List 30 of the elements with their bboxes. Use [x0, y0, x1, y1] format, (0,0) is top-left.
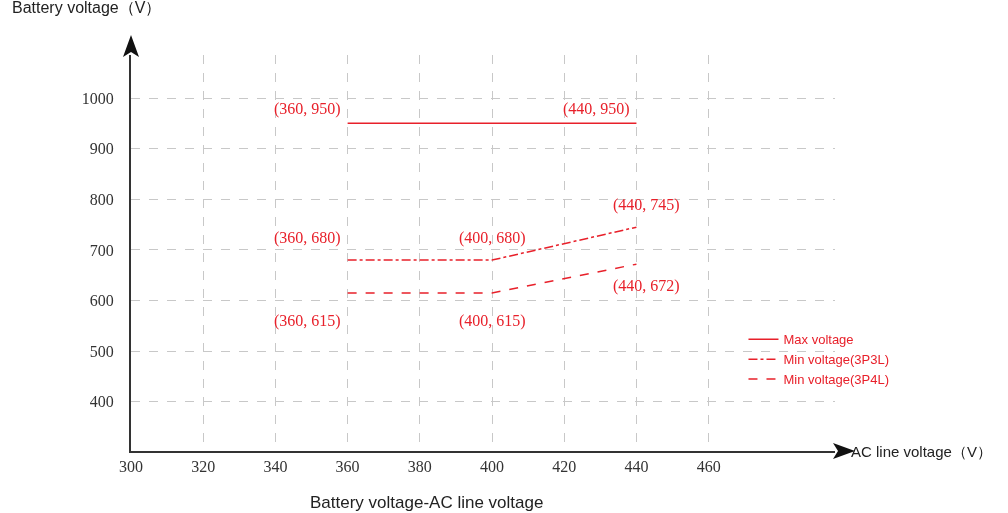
- y-tick-label: 900: [89, 140, 114, 158]
- annotation: (440, 672): [613, 277, 680, 295]
- legend-label: Min voltage(3P3L): [783, 352, 889, 368]
- x-tick-label: 380: [407, 458, 432, 476]
- annotation: (360, 950): [274, 100, 341, 118]
- x-tick-label: 340: [263, 458, 288, 476]
- text: Battery voltage-AC line voltage: [310, 493, 544, 512]
- legend-label: Max voltage: [783, 332, 854, 348]
- y-tick-label: 1000: [81, 89, 114, 107]
- x-axis-title: AC line voltage（V）: [851, 443, 992, 460]
- x-tick-label: 460: [696, 458, 721, 476]
- annotation: (360, 615): [274, 312, 341, 330]
- y-tick-label: 800: [89, 190, 114, 208]
- y-axis-title: Battery voltage（V）: [12, 0, 162, 16]
- annotation: (360, 680): [274, 229, 341, 247]
- x-tick-label: 440: [624, 458, 649, 476]
- x-tick-label: 300: [119, 458, 143, 476]
- annotation: (440, 745): [613, 196, 680, 214]
- annotation: (400, 615): [459, 312, 526, 330]
- y-tick-label: 700: [89, 241, 114, 259]
- y-tick-label: 500: [89, 342, 114, 360]
- x-tick-label: 400: [480, 458, 505, 476]
- y-tick-label: 600: [89, 292, 114, 310]
- legend-label: Min voltage(3P4L): [783, 372, 889, 388]
- annotation: (440, 950): [563, 100, 630, 118]
- y-tick-label: 400: [89, 393, 114, 411]
- x-tick-label: 420: [552, 458, 577, 476]
- x-tick-label: 320: [191, 458, 216, 476]
- x-tick-label: 360: [335, 458, 360, 476]
- annotation: (400, 680): [459, 229, 526, 247]
